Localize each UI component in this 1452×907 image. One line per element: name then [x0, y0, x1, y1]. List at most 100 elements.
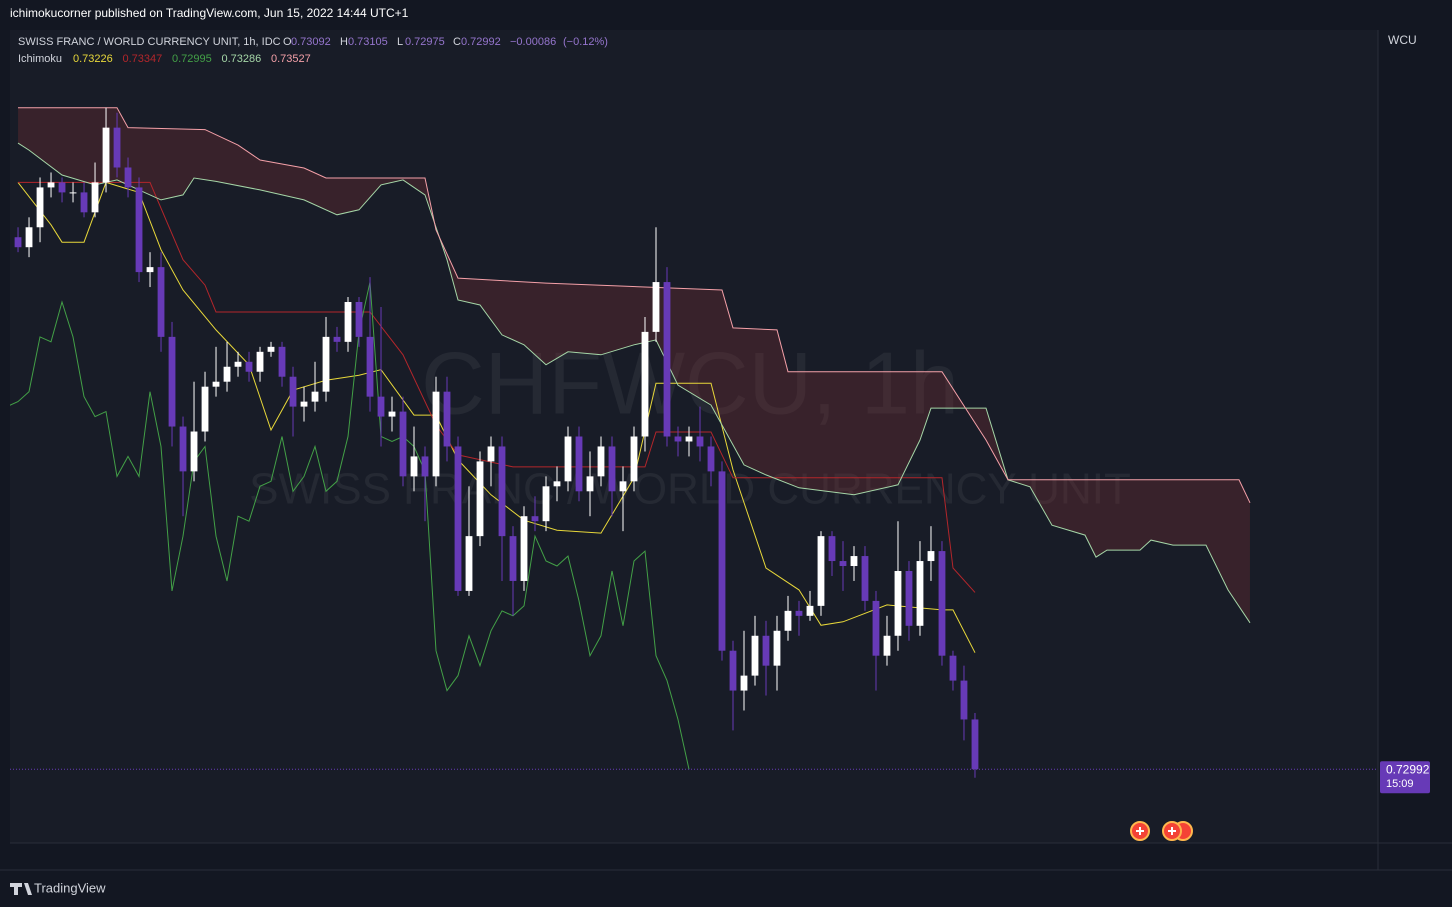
last-price-label: 0.72992 [1386, 762, 1430, 776]
plot-area [10, 30, 1378, 843]
candle-body [949, 655, 957, 681]
candle-body [663, 282, 671, 437]
candle-body [333, 336, 341, 342]
candle-body [839, 561, 847, 567]
indicator-value: 0.73347 [123, 53, 163, 65]
candle-body [729, 650, 737, 691]
candle-body [806, 605, 814, 616]
ohlc-key: O [283, 36, 292, 48]
candle-body [80, 192, 88, 213]
candle-body [751, 635, 759, 676]
candle-body [157, 267, 165, 337]
candle-body [454, 446, 462, 591]
brand-name[interactable]: TradingView [34, 880, 106, 895]
ohlc-key: L [397, 36, 403, 48]
candle-body [509, 536, 517, 581]
candle-body [124, 167, 132, 188]
candle-body [322, 336, 330, 392]
candle-body [344, 301, 352, 342]
candle-body [575, 436, 583, 492]
candle-body [762, 635, 770, 666]
candle-body [69, 192, 77, 194]
indicator-name: Ichimoku [18, 53, 62, 65]
candle-body [652, 282, 660, 332]
candle-body [817, 536, 825, 606]
brand-logo[interactable] [10, 883, 32, 895]
change-percent: (−0.12%) [563, 36, 608, 48]
candle-body [685, 436, 693, 442]
ohlc-value: 0.72975 [405, 36, 445, 48]
ichimoku-line [17, 142, 1251, 624]
candle-body [212, 381, 220, 387]
last-price-box [1380, 761, 1430, 794]
candle-body [58, 182, 66, 193]
candle-body [542, 486, 550, 522]
candle-body [14, 237, 22, 248]
event-icon-glyph [1136, 827, 1176, 835]
candle-body [432, 391, 440, 477]
symbol-legend: SWISS FRANC / WORLD CURRENCY UNIT, 1h, I… [18, 36, 281, 48]
candle-body [465, 536, 473, 591]
ohlc-value: 0.73105 [348, 36, 388, 48]
candle-body [861, 556, 869, 601]
publisher-note: ichimokucorner published on TradingView.… [10, 6, 409, 20]
candle-body [740, 675, 748, 691]
ohlc-value: 0.72992 [461, 36, 501, 48]
candle-body [476, 461, 484, 537]
candle-body [366, 336, 374, 397]
candle-body [916, 561, 924, 626]
candle-body [355, 301, 363, 337]
currency-label: WCU [1388, 33, 1417, 47]
candle-body [894, 571, 902, 636]
candle-body [773, 630, 781, 666]
candle-body [905, 571, 913, 626]
candle-body [872, 600, 880, 656]
candle-body [531, 516, 539, 522]
watermark-sub: SWISS FRANC / WORLD CURRENCY UNIT [249, 465, 1131, 514]
candle-body [245, 361, 253, 372]
candle-body [498, 446, 506, 537]
candle-body [971, 719, 979, 770]
ichimoku-cloud [18, 107, 1250, 623]
candle-body [146, 267, 154, 273]
candle-body [25, 227, 33, 248]
candle-body [201, 386, 209, 432]
candle-body [102, 127, 110, 183]
candle-body [388, 411, 396, 417]
chikou-span [10, 281, 690, 770]
candle-body [36, 187, 44, 228]
event-icons[interactable] [1130, 821, 1193, 841]
candle-body [784, 610, 792, 631]
indicator-value: 0.72995 [172, 53, 212, 65]
candle-body [718, 471, 726, 651]
candle-body [190, 431, 198, 472]
candle-body [443, 391, 451, 447]
candle-body [399, 411, 407, 477]
candle-body [630, 436, 638, 482]
candle-body [135, 187, 143, 273]
indicator-value: 0.73226 [73, 53, 113, 65]
candle-body [487, 446, 495, 462]
indicator-value: 0.73286 [222, 53, 262, 65]
candle-body [278, 346, 286, 377]
candle-body [47, 182, 55, 188]
candle-body [674, 436, 682, 442]
candle-body [168, 336, 176, 427]
candle-body [960, 680, 968, 720]
candle-body [267, 346, 275, 352]
ohlc-key: C [453, 36, 461, 48]
ohlc-key: H [340, 36, 348, 48]
candle-body [311, 391, 319, 402]
candle-body [300, 401, 308, 407]
candle-body [850, 556, 858, 567]
candle-body [828, 536, 836, 562]
candle-body [883, 635, 891, 656]
countdown-label: 15:09 [1386, 778, 1414, 790]
candle-body [421, 456, 429, 477]
indicator-value: 0.73527 [271, 53, 311, 65]
candle-body [410, 456, 418, 477]
candle-body [113, 127, 121, 168]
candle-body [179, 426, 187, 472]
change-value: −0.00086 [510, 36, 556, 48]
